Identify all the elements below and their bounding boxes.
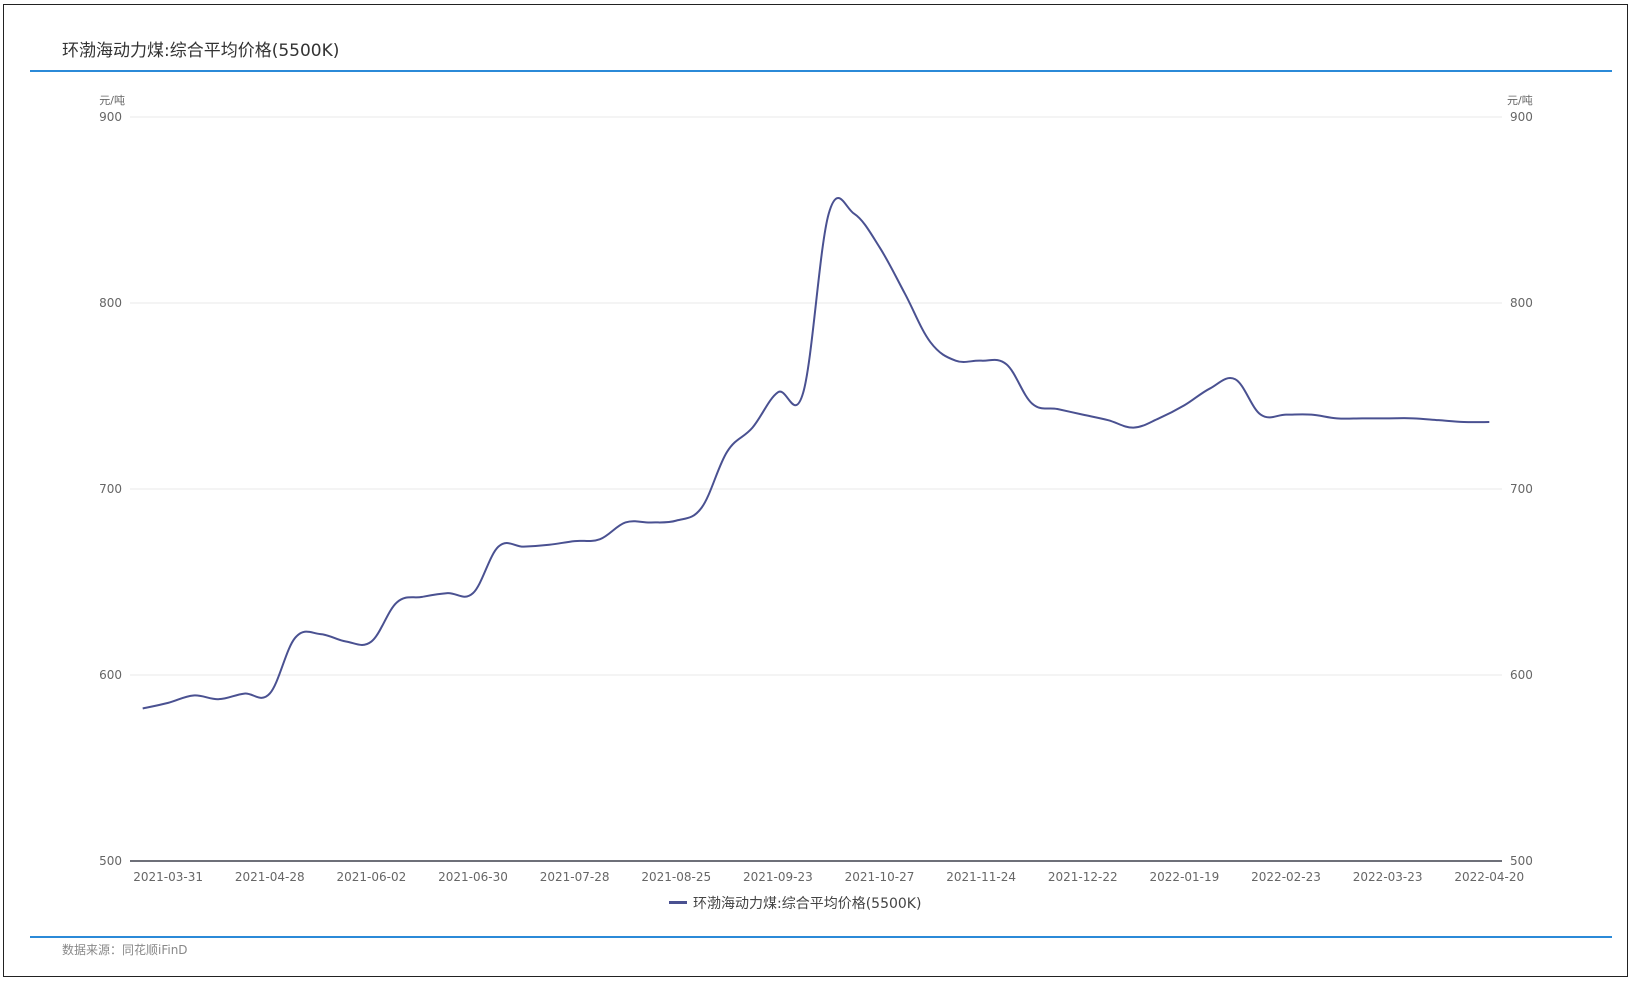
x-tick-label: 2022-02-23 — [1251, 870, 1321, 884]
y-tick-label-right: 800 — [1510, 296, 1533, 310]
y-unit-left: 元/吨 — [99, 94, 125, 107]
x-tick-label: 2021-07-28 — [540, 870, 610, 884]
y-tick-label-right: 900 — [1510, 110, 1533, 124]
x-tick-label: 2021-10-27 — [845, 870, 915, 884]
legend-item[interactable]: 环渤海动力煤:综合平均价格(5500K) — [669, 896, 921, 912]
y-tick-label-left: 900 — [99, 110, 122, 124]
y-tick-label-left: 700 — [99, 482, 122, 496]
y-tick-label-right: 500 — [1510, 854, 1533, 868]
legend-swatch — [669, 901, 687, 904]
y-unit-right: 元/吨 — [1507, 94, 1533, 107]
x-tick-label: 2022-04-20 — [1454, 870, 1524, 884]
x-tick-label: 2022-01-19 — [1150, 870, 1220, 884]
y-tick-label-right: 600 — [1510, 668, 1533, 682]
x-tick-label: 2022-03-23 — [1353, 870, 1423, 884]
legend-label: 环渤海动力煤:综合平均价格(5500K) — [693, 896, 921, 912]
y-tick-label-left: 600 — [99, 668, 122, 682]
series-line — [142, 197, 1490, 710]
y-tick-label-right: 700 — [1510, 482, 1533, 496]
x-tick-label: 2021-09-23 — [743, 870, 813, 884]
footer-divider — [30, 936, 1612, 938]
x-tick-label: 2021-11-24 — [946, 870, 1016, 884]
x-tick-label: 2021-03-31 — [133, 870, 203, 884]
chart-frame — [3, 4, 1628, 977]
x-tick-label: 2021-08-25 — [641, 870, 711, 884]
x-tick-label: 2021-12-22 — [1048, 870, 1118, 884]
y-tick-label-left: 800 — [99, 296, 122, 310]
x-tick-label: 2021-06-02 — [336, 870, 406, 884]
data-source: 数据来源：同花顺iFinD — [62, 943, 188, 957]
y-tick-label-left: 500 — [99, 854, 122, 868]
chart-title: 环渤海动力煤:综合平均价格(5500K) — [62, 41, 340, 61]
x-tick-label: 2021-06-30 — [438, 870, 508, 884]
title-divider — [30, 70, 1612, 72]
x-tick-label: 2021-04-28 — [235, 870, 305, 884]
